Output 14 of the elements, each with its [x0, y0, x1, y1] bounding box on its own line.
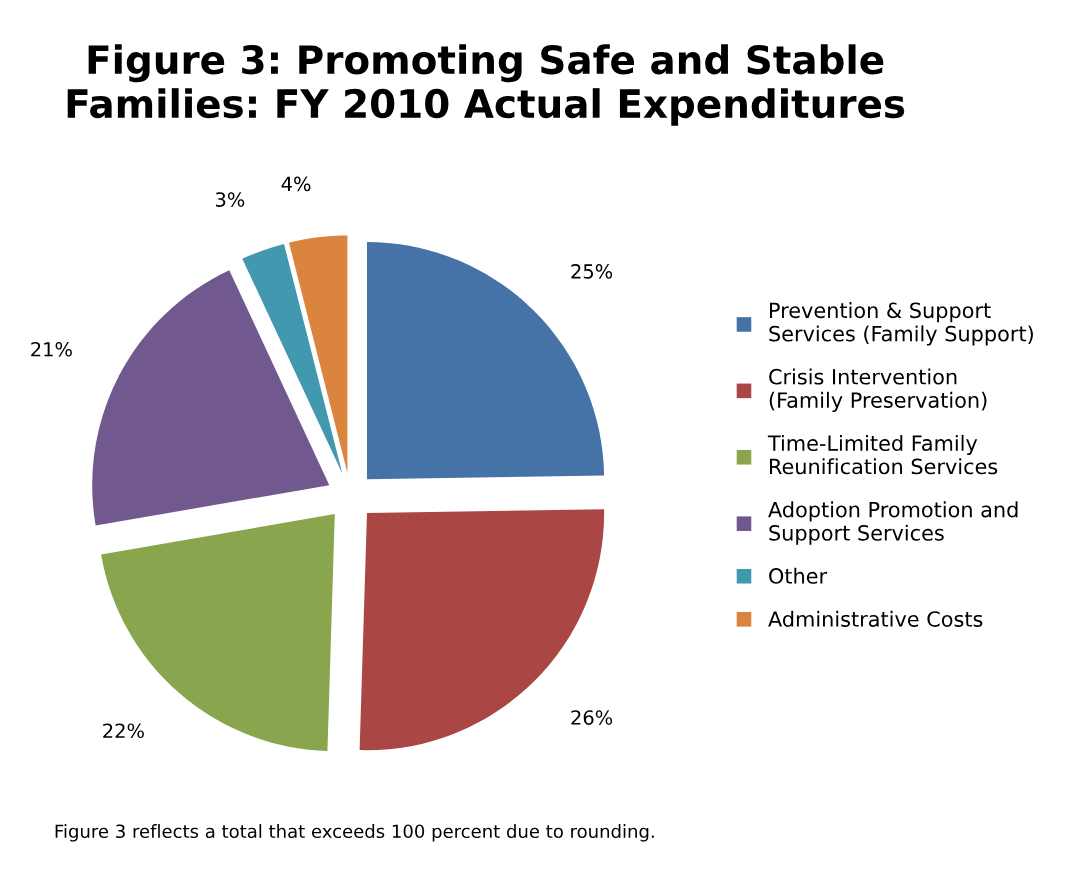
data-label: 4%	[281, 176, 311, 192]
data-label: 21%	[31, 341, 72, 357]
chart-title: Figure 3: Promoting Safe and Stable Families: FY 2010 Actual Expenditures	[67, 44, 905, 126]
legend-label: Time-Limited Family Reunification Services	[767, 434, 998, 475]
caption: Figure 3 reflects a total that exceeds 100 percent due to rounding.	[55, 824, 654, 842]
legend-label: Administrative Costs	[768, 610, 983, 627]
legend-label: Prevention & Support Services (Family Support)	[769, 302, 1033, 346]
data-label: 3%	[215, 192, 245, 207]
legend-label: Adoption Promotion and Support Services	[768, 501, 1018, 545]
legend-label: Crisis Intervention (Family Preservation)	[769, 368, 987, 412]
legend-label: Other	[769, 567, 828, 584]
data-label: 26%	[571, 710, 613, 725]
data-label: 22%	[103, 723, 144, 739]
data-label: 25%	[571, 264, 613, 279]
